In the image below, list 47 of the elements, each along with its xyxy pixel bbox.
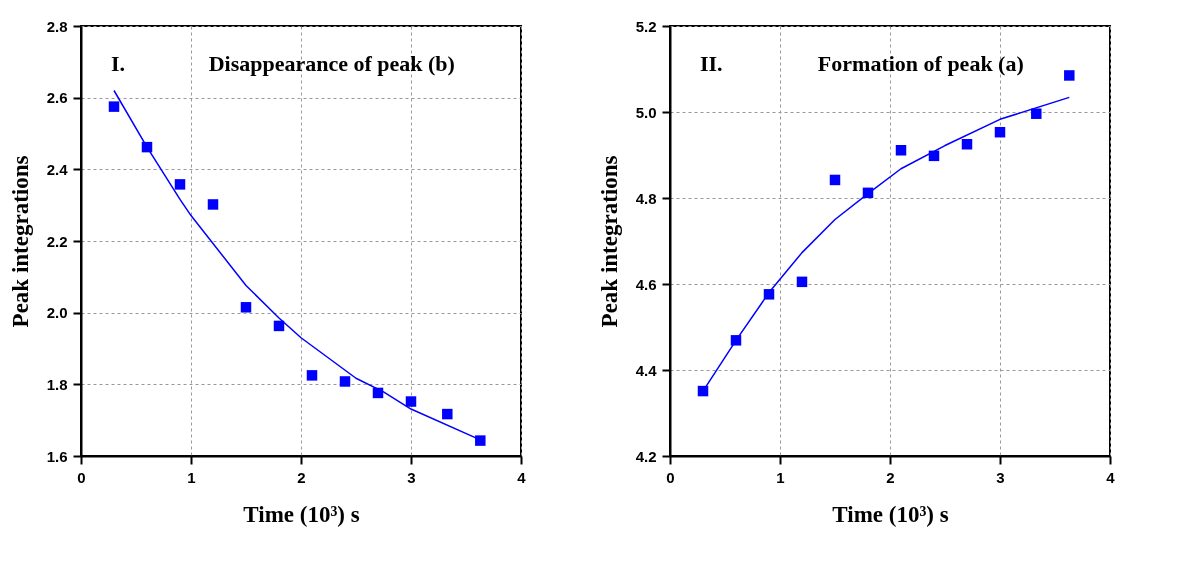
point [339,376,351,387]
point [1031,108,1042,119]
x-tick-label: 4 [1106,468,1116,486]
x-tick-label: 3 [407,468,416,486]
x-tick-label: 0 [666,468,675,486]
x-tick-label: 2 [886,468,895,486]
text: Formation of peak (a) [817,51,1024,76]
x-tick-label: 1 [776,468,785,486]
point [306,370,318,381]
point [442,408,453,420]
x-tick-label: 3 [996,468,1005,486]
point [405,396,417,407]
y-tick-label: 5.0 [635,103,657,121]
point [994,126,1006,138]
y-axis-title: Peak integrations [7,155,33,328]
annotation: I. [111,51,126,76]
point [895,145,907,156]
annotation: II. [700,51,723,76]
point [240,302,252,313]
y-tick-label: 4.8 [635,189,657,207]
x-axis-title: Time (10³) s [243,501,360,527]
y-tick-label: 2.4 [46,160,69,178]
y-tick-label: 2.8 [46,17,68,35]
point [475,435,486,446]
y-tick-label: 4.6 [635,275,657,293]
point [1064,70,1075,81]
y-axis-title: Peak integrations [596,155,622,328]
text: Disappearance of peak (b) [208,51,455,76]
y-tick-label: 5.2 [635,17,657,35]
point [961,139,973,150]
y-tick-label: 1.6 [46,447,68,465]
y-tick-label: 4.2 [635,447,657,465]
point [108,101,120,112]
y-tick-label: 2.2 [46,232,68,250]
x-axis-title: Time (10³) s [832,501,949,527]
point [796,276,808,288]
x-tick-label: 1 [187,468,196,486]
x-tick-label: 2 [297,468,306,486]
y-tick-label: 4.4 [635,361,658,379]
x-tick-label: 4 [517,468,527,486]
y-tick-label: 2.6 [46,89,68,107]
y-tick-label: 1.8 [46,375,68,393]
y-tick-label: 2.0 [46,304,68,322]
point [207,199,219,210]
point [174,179,186,190]
point [829,174,841,186]
x-tick-label: 0 [77,468,86,486]
